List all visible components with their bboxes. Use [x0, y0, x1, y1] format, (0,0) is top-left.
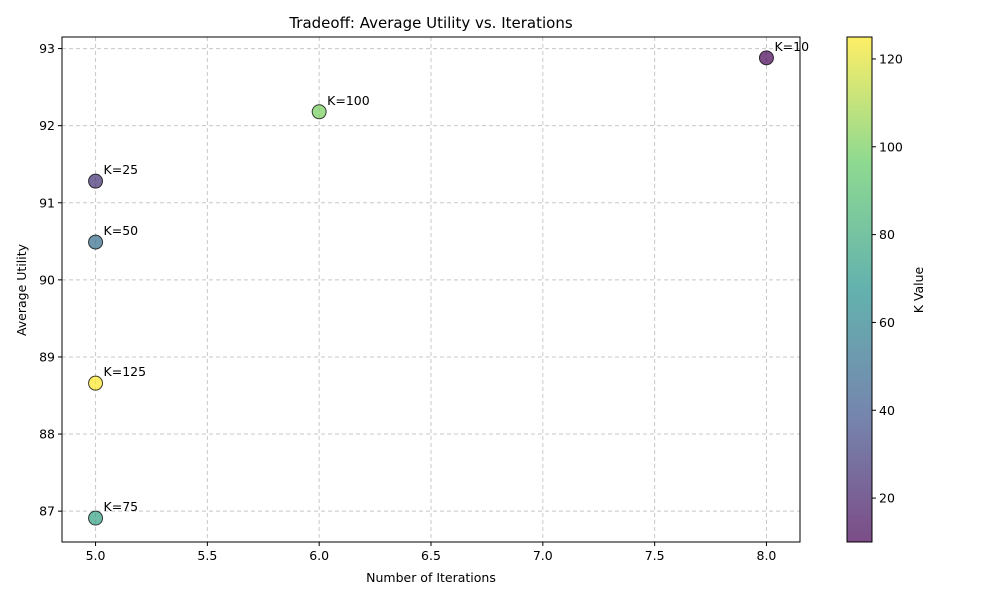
x-tick-label: 5.0 — [86, 548, 106, 563]
x-tick-label: 7.5 — [645, 548, 665, 563]
colorbar-ticks: 20 40 60 80 100 120 — [872, 51, 903, 506]
y-tick-label: 92 — [39, 118, 55, 133]
scatter-point — [758, 50, 774, 66]
y-tick-label: 90 — [39, 272, 55, 287]
colorbar — [846, 36, 873, 543]
scatter-point — [88, 173, 104, 189]
x-tick-label: 6.5 — [421, 548, 441, 563]
scatter-point — [88, 375, 104, 391]
point-annotation: K=50 — [104, 223, 139, 238]
colorbar-label: K Value — [911, 266, 926, 313]
y-ticks: 87 88 89 90 91 92 93 — [39, 41, 62, 519]
chart-title: Tradeoff: Average Utility vs. Iterations — [288, 14, 573, 32]
x-axis-label: Number of Iterations — [366, 570, 496, 585]
colorbar-tick-label: 120 — [879, 51, 903, 66]
points-layer: K=10 K=25 K=50 K=75 K=100 K=125 — [88, 39, 809, 526]
colorbar-tick-label: 100 — [879, 139, 903, 154]
colorbar-tick-label: 80 — [879, 227, 895, 242]
y-tick-label: 89 — [39, 349, 55, 364]
y-tick-label: 87 — [39, 504, 55, 519]
x-ticks: 5.0 5.5 6.0 6.5 7.0 7.5 8.0 — [86, 542, 777, 563]
point-annotation: K=100 — [327, 93, 370, 108]
y-tick-label: 91 — [39, 195, 55, 210]
y-tick-label: 88 — [39, 427, 55, 442]
point-annotation: K=75 — [104, 499, 139, 514]
y-tick-label: 93 — [39, 41, 55, 56]
colorbar-tick-label: 40 — [879, 403, 895, 418]
point-annotation: K=25 — [104, 162, 139, 177]
point-annotation: K=10 — [774, 39, 809, 54]
colorbar-tick-label: 60 — [879, 315, 895, 330]
scatter-point — [88, 234, 104, 250]
scatter-point — [311, 104, 327, 120]
x-tick-label: 5.5 — [197, 548, 217, 563]
scatter-point — [88, 510, 104, 526]
x-tick-label: 8.0 — [757, 548, 777, 563]
y-axis-label: Average Utility — [14, 243, 29, 336]
colorbar-tick-label: 20 — [879, 491, 895, 506]
x-tick-label: 7.0 — [533, 548, 553, 563]
grid-layer — [62, 37, 800, 542]
point-annotation: K=125 — [104, 364, 147, 379]
x-tick-label: 6.0 — [309, 548, 329, 563]
